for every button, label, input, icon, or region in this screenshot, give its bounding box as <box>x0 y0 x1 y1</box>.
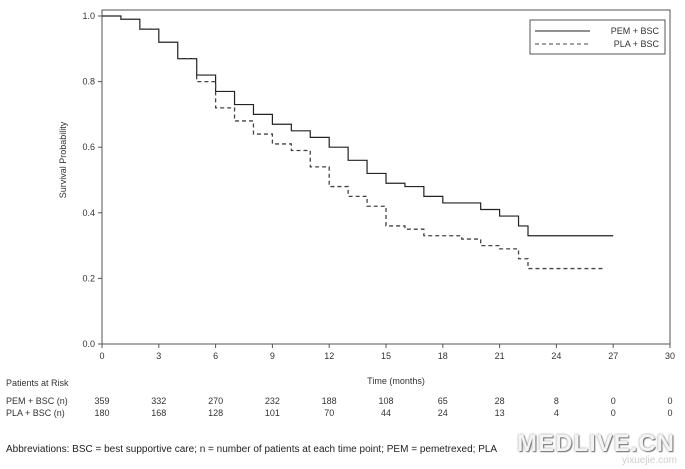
x-tick-label: 15 <box>381 351 391 361</box>
watermark-logo: MEDLIVE.CN <box>516 430 675 457</box>
at-risk-value: 70 <box>324 408 334 418</box>
at-risk-value: 332 <box>151 396 166 406</box>
at-risk-value: 128 <box>208 408 223 418</box>
at-risk-value: 65 <box>438 396 448 406</box>
legend-label: PEM + BSC <box>611 26 660 36</box>
at-risk-value: 0 <box>611 408 616 418</box>
x-tick-label: 27 <box>608 351 618 361</box>
y-tick-label: 0.4 <box>82 208 95 218</box>
series-line-pla <box>102 15 604 270</box>
at-risk-value: 8 <box>554 396 559 406</box>
y-tick-label: 0.8 <box>82 77 95 87</box>
x-tick-label: 12 <box>324 351 334 361</box>
at-risk-value: 168 <box>151 408 166 418</box>
at-risk-row-label: PLA + BSC (n) <box>6 408 65 418</box>
y-tick-label: 0.6 <box>82 142 95 152</box>
at-risk-value: 188 <box>322 396 337 406</box>
at-risk-value: 101 <box>265 408 280 418</box>
at-risk-value: 232 <box>265 396 280 406</box>
x-axis-label: Time (months) <box>367 376 425 386</box>
at-risk-value: 28 <box>495 396 505 406</box>
x-tick-label: 18 <box>438 351 448 361</box>
at-risk-value: 108 <box>378 396 393 406</box>
x-tick-label: 9 <box>270 351 275 361</box>
y-axis-label: Survival Probability <box>58 121 68 198</box>
at-risk-value: 13 <box>495 408 505 418</box>
x-tick-label: 21 <box>495 351 505 361</box>
at-risk-value: 270 <box>208 396 223 406</box>
at-risk-value: 0 <box>667 396 672 406</box>
at-risk-value: 359 <box>94 396 109 406</box>
footnote: Abbreviations: BSC = best supportive car… <box>6 444 498 455</box>
at-risk-value: 0 <box>667 408 672 418</box>
at-risk-value: 4 <box>554 408 559 418</box>
x-tick-label: 30 <box>665 351 675 361</box>
x-tick-label: 3 <box>156 351 161 361</box>
x-tick-label: 24 <box>551 351 561 361</box>
y-tick-label: 0.0 <box>82 339 95 349</box>
legend-box <box>529 19 666 55</box>
at-risk-value: 180 <box>94 408 109 418</box>
watermark-url: yixuejie.com <box>621 455 677 466</box>
at-risk-title: Patients at Risk <box>6 378 69 388</box>
x-tick-label: 6 <box>213 351 218 361</box>
at-risk-value: 24 <box>438 408 448 418</box>
legend-label: PLA + BSC <box>614 39 660 49</box>
at-risk-value: 0 <box>611 396 616 406</box>
y-tick-label: 0.2 <box>82 273 95 283</box>
x-tick-label: 0 <box>99 351 104 361</box>
at-risk-value: 44 <box>381 408 391 418</box>
at-risk-row-label: PEM + BSC (n) <box>6 396 68 406</box>
y-tick-label: 1.0 <box>82 11 95 21</box>
